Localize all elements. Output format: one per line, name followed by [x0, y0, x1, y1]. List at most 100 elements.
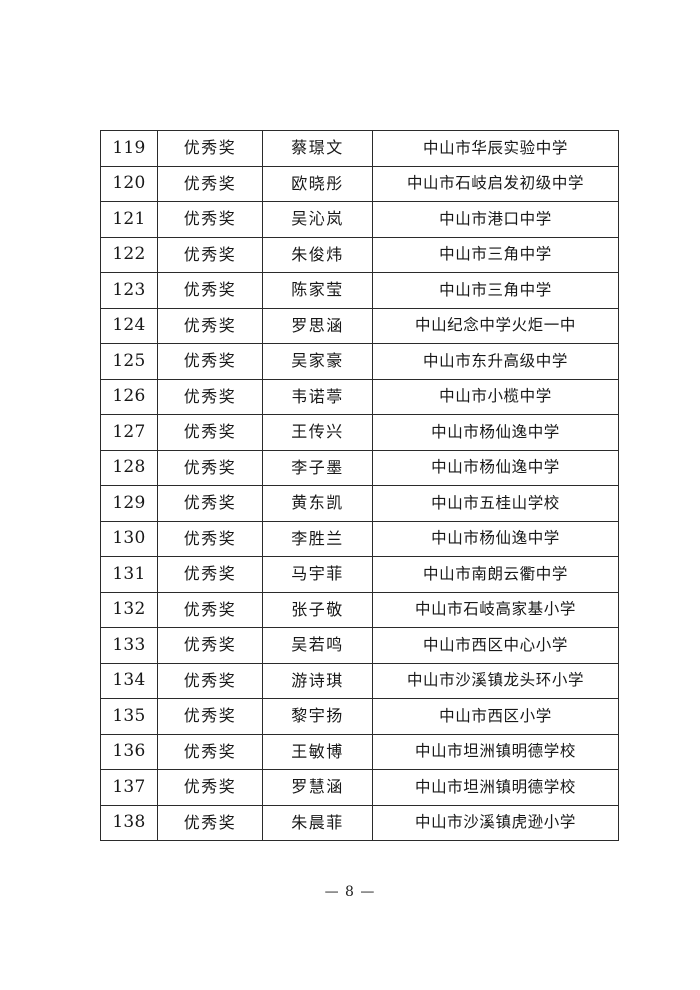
cell-student-name: 欧晓彤: [262, 165, 373, 202]
cell-award-level: 优秀奖: [157, 520, 263, 557]
cell-school-name: 中山市石岐启发初级中学: [372, 165, 619, 202]
cell-award-level: 优秀奖: [157, 378, 263, 415]
cell-school-name: 中山市石岐高家基小学: [372, 591, 619, 628]
cell-school-name: 中山市沙溪镇虎逊小学: [372, 804, 619, 841]
cell-award-level: 优秀奖: [157, 130, 263, 167]
cell-sequence-number: 129: [100, 485, 158, 522]
cell-sequence-number: 133: [100, 627, 158, 664]
table-row: 127 优秀奖 王传兴 中山市杨仙逸中学: [100, 414, 619, 451]
cell-award-level: 优秀奖: [157, 556, 263, 593]
cell-sequence-number: 131: [100, 556, 158, 593]
cell-school-name: 中山市东升高级中学: [372, 343, 619, 380]
cell-student-name: 朱晨菲: [262, 804, 373, 841]
table-row: 130 优秀奖 李胜兰 中山市杨仙逸中学: [100, 520, 619, 557]
cell-award-level: 优秀奖: [157, 662, 263, 699]
cell-student-name: 马宇菲: [262, 556, 373, 593]
cell-student-name: 吴沁岚: [262, 201, 373, 238]
cell-student-name: 吴家豪: [262, 343, 373, 380]
page-number-footer: — 8 —: [324, 884, 376, 900]
table-row: 121 优秀奖 吴沁岚 中山市港口中学: [100, 201, 619, 238]
table-row: 128 优秀奖 李子墨 中山市杨仙逸中学: [100, 449, 619, 486]
cell-award-level: 优秀奖: [157, 591, 263, 628]
cell-school-name: 中山市三角中学: [372, 236, 619, 273]
table-row: 131 优秀奖 马宇菲 中山市南朗云衢中学: [100, 556, 619, 593]
cell-sequence-number: 125: [100, 343, 158, 380]
cell-sequence-number: 128: [100, 449, 158, 486]
cell-school-name: 中山市五桂山学校: [372, 485, 619, 522]
cell-school-name: 中山市杨仙逸中学: [372, 414, 619, 451]
table-row: 122 优秀奖 朱俊炜 中山市三角中学: [100, 236, 619, 273]
cell-sequence-number: 137: [100, 769, 158, 806]
table-row: 123 优秀奖 陈家莹 中山市三角中学: [100, 272, 619, 309]
table-row: 132 优秀奖 张子敬 中山市石岐高家基小学: [100, 591, 619, 628]
table-row: 120 优秀奖 欧晓彤 中山市石岐启发初级中学: [100, 165, 619, 202]
cell-sequence-number: 134: [100, 662, 158, 699]
cell-student-name: 朱俊炜: [262, 236, 373, 273]
cell-award-level: 优秀奖: [157, 698, 263, 735]
table-row: 136 优秀奖 王敏博 中山市坦洲镇明德学校: [100, 733, 619, 770]
cell-school-name: 中山市沙溪镇龙头环小学: [372, 662, 619, 699]
cell-school-name: 中山市华辰实验中学: [372, 130, 619, 167]
cell-award-level: 优秀奖: [157, 769, 263, 806]
cell-student-name: 黎宇扬: [262, 698, 373, 735]
cell-student-name: 李子墨: [262, 449, 373, 486]
cell-student-name: 张子敬: [262, 591, 373, 628]
table-row: 119 优秀奖 蔡璟文 中山市华辰实验中学: [100, 130, 619, 167]
cell-award-level: 优秀奖: [157, 804, 263, 841]
table-row: 137 优秀奖 罗慧涵 中山市坦洲镇明德学校: [100, 769, 619, 806]
cell-sequence-number: 126: [100, 378, 158, 415]
cell-award-level: 优秀奖: [157, 272, 263, 309]
cell-award-level: 优秀奖: [157, 485, 263, 522]
table-row: 133 优秀奖 吴若鸣 中山市西区中心小学: [100, 627, 619, 664]
cell-school-name: 中山市坦洲镇明德学校: [372, 769, 619, 806]
cell-award-level: 优秀奖: [157, 414, 263, 451]
cell-sequence-number: 130: [100, 520, 158, 557]
cell-sequence-number: 123: [100, 272, 158, 309]
cell-sequence-number: 127: [100, 414, 158, 451]
cell-student-name: 游诗琪: [262, 662, 373, 699]
cell-sequence-number: 138: [100, 804, 158, 841]
cell-sequence-number: 124: [100, 307, 158, 344]
cell-student-name: 王传兴: [262, 414, 373, 451]
cell-school-name: 中山市西区中心小学: [372, 627, 619, 664]
cell-school-name: 中山市西区小学: [372, 698, 619, 735]
cell-award-level: 优秀奖: [157, 733, 263, 770]
cell-sequence-number: 136: [100, 733, 158, 770]
cell-award-level: 优秀奖: [157, 236, 263, 273]
cell-sequence-number: 132: [100, 591, 158, 628]
cell-student-name: 王敏博: [262, 733, 373, 770]
table-row: 125 优秀奖 吴家豪 中山市东升高级中学: [100, 343, 619, 380]
cell-sequence-number: 135: [100, 698, 158, 735]
cell-award-level: 优秀奖: [157, 165, 263, 202]
cell-school-name: 中山市港口中学: [372, 201, 619, 238]
cell-school-name: 中山市三角中学: [372, 272, 619, 309]
cell-student-name: 罗思涵: [262, 307, 373, 344]
cell-student-name: 陈家莹: [262, 272, 373, 309]
award-winners-table: 119 优秀奖 蔡璟文 中山市华辰实验中学 120 优秀奖 欧晓彤 中山市石岐启发初级中学 12…: [100, 130, 619, 841]
cell-school-name: 中山市坦洲镇明德学校: [372, 733, 619, 770]
cell-student-name: 李胜兰: [262, 520, 373, 557]
table-row: 135 优秀奖 黎宇扬 中山市西区小学: [100, 698, 619, 735]
table-row: 134 优秀奖 游诗琪 中山市沙溪镇龙头环小学: [100, 662, 619, 699]
cell-student-name: 罗慧涵: [262, 769, 373, 806]
cell-school-name: 中山市南朗云衢中学: [372, 556, 619, 593]
table-row: 129 优秀奖 黄东凯 中山市五桂山学校: [100, 485, 619, 522]
table-row: 124 优秀奖 罗思涵 中山纪念中学火炬一中: [100, 307, 619, 344]
cell-student-name: 吴若鸣: [262, 627, 373, 664]
award-table-body: 119 优秀奖 蔡璟文 中山市华辰实验中学 120 优秀奖 欧晓彤 中山市石岐启发初级中学 12…: [100, 130, 619, 841]
cell-sequence-number: 121: [100, 201, 158, 238]
cell-school-name: 中山市小榄中学: [372, 378, 619, 415]
cell-sequence-number: 122: [100, 236, 158, 273]
cell-school-name: 中山市杨仙逸中学: [372, 520, 619, 557]
cell-school-name: 中山纪念中学火炬一中: [372, 307, 619, 344]
cell-award-level: 优秀奖: [157, 201, 263, 238]
cell-sequence-number: 120: [100, 165, 158, 202]
table-row: 138 优秀奖 朱晨菲 中山市沙溪镇虎逊小学: [100, 804, 619, 841]
cell-student-name: 蔡璟文: [262, 130, 373, 167]
cell-award-level: 优秀奖: [157, 627, 263, 664]
cell-award-level: 优秀奖: [157, 307, 263, 344]
table-row: 126 优秀奖 韦诺葶 中山市小榄中学: [100, 378, 619, 415]
cell-award-level: 优秀奖: [157, 343, 263, 380]
cell-award-level: 优秀奖: [157, 449, 263, 486]
